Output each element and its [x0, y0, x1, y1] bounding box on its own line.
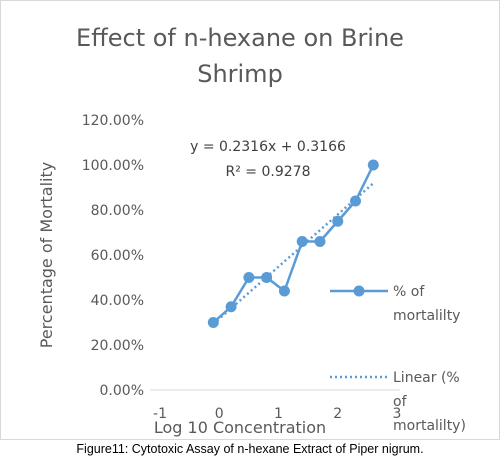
y-tick-label: 100.00%	[82, 158, 144, 174]
x-tick-label: 2	[333, 406, 342, 422]
data-point	[367, 159, 379, 171]
legend-series-label-line1: % of	[393, 284, 425, 300]
y-tick-label: 20.00%	[91, 338, 144, 354]
y-axis-title: Percentage of Mortality	[37, 162, 56, 348]
legend-series-label-line2: mortalilty	[393, 308, 460, 324]
chart: Effect of n-hexane on Brine Shrimp 0.00%…	[37, 24, 466, 437]
trendline-equation: y = 0.2316x + 0.3166	[190, 139, 346, 155]
y-tick-label: 0.00%	[100, 383, 144, 399]
legend-trendline-label-line2: of	[393, 394, 408, 410]
series-layer	[207, 159, 379, 328]
data-point	[243, 272, 255, 283]
x-tick-label: 1	[274, 406, 283, 422]
data-point	[350, 195, 362, 207]
y-tick-label: 120.00%	[82, 113, 144, 129]
y-tick-label: 80.00%	[91, 203, 144, 219]
data-point	[314, 236, 326, 247]
x-tick-label: 3	[393, 406, 402, 422]
r-squared-label: R² = 0.9278	[226, 164, 311, 180]
legend-series-marker	[353, 285, 365, 297]
x-tick-label: -1	[153, 406, 167, 422]
data-point	[207, 317, 219, 328]
chart-title-line2: Shrimp	[197, 60, 283, 88]
x-axis-title: Log 10 Concentration	[154, 418, 326, 437]
data-point	[261, 272, 273, 283]
x-tick-label: 0	[215, 406, 224, 422]
data-point	[296, 236, 308, 247]
chart-frame	[0, 0, 500, 440]
legend-trendline-label-line3: mortalilty)	[393, 418, 466, 434]
legend-trendline-label-line1: Linear (%	[393, 370, 460, 386]
figure-caption: Figure11: Cytotoxic Assay of n-hexane Ex…	[76, 442, 424, 456]
trendline-layer	[212, 182, 375, 325]
legend: % of mortalilty Linear (% of mortalilty)	[330, 284, 466, 434]
y-tick-label: 40.00%	[91, 293, 144, 309]
data-point	[225, 301, 237, 313]
data-point	[278, 285, 290, 297]
series-line	[212, 164, 375, 324]
x-axis-ticks: -1 0 1 2 3	[153, 406, 401, 422]
y-axis-ticks: 0.00% 20.00% 40.00% 60.00% 80.00% 100.00% 120.…	[82, 113, 144, 399]
data-point	[332, 215, 344, 227]
y-tick-label: 60.00%	[91, 248, 144, 264]
chart-title-line1: Effect of n-hexane on Brine	[76, 24, 404, 52]
trendline	[212, 182, 375, 325]
